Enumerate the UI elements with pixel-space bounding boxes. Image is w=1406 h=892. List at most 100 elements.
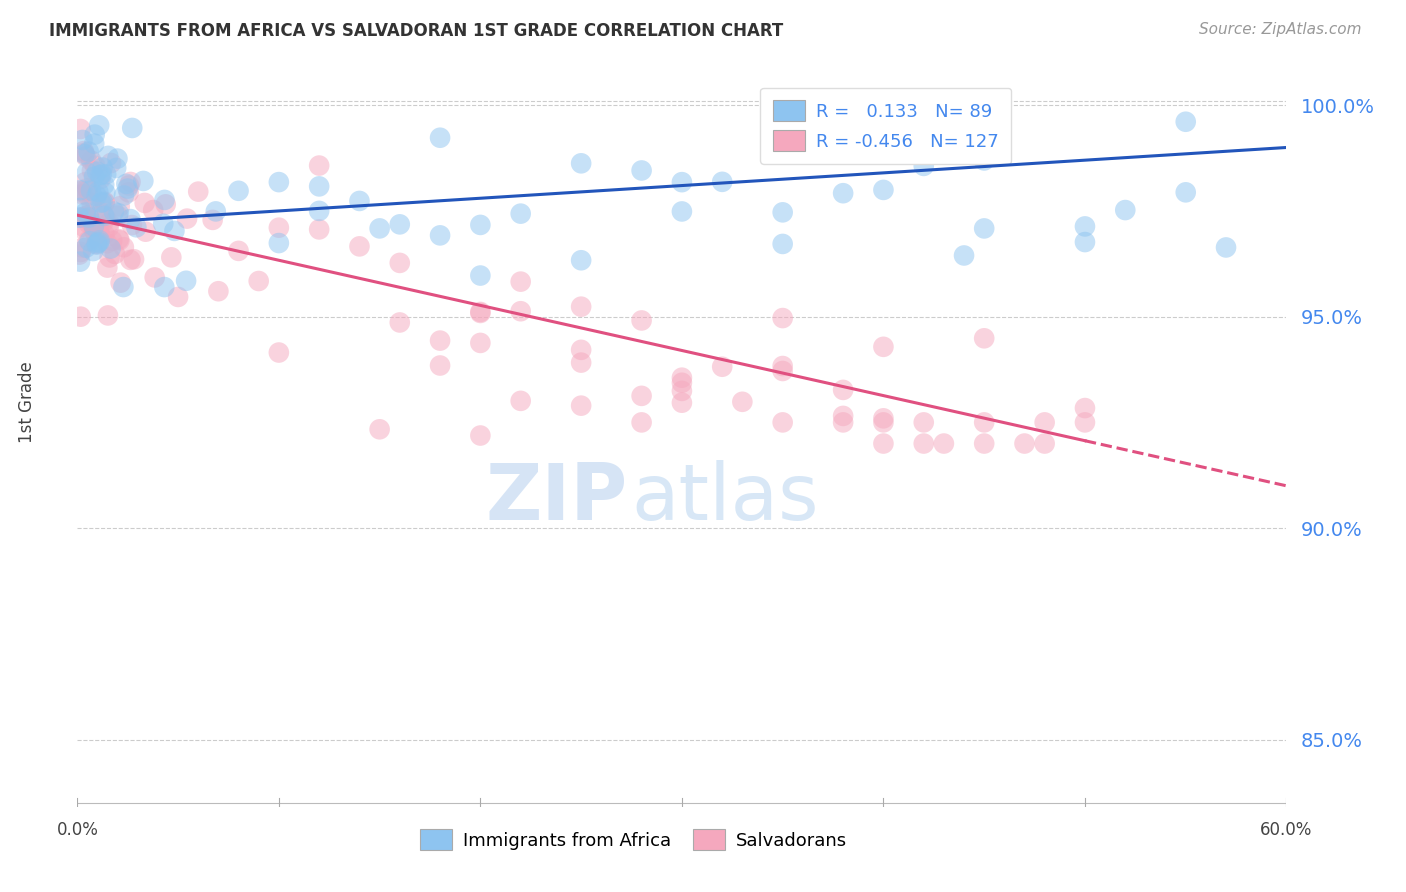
Point	[77, 217, 100, 231]
Text: 60.0%: 60.0%	[1260, 821, 1313, 838]
Point	[108, 233, 131, 247]
Point	[832, 409, 855, 423]
Point	[125, 220, 148, 235]
Point	[86, 237, 108, 252]
Point	[67, 220, 90, 235]
Point	[91, 194, 114, 209]
Point	[470, 268, 492, 283]
Point	[872, 411, 894, 425]
Point	[121, 120, 143, 135]
Point	[201, 213, 224, 227]
Point	[569, 300, 592, 314]
Point	[80, 153, 103, 168]
Text: Source: ZipAtlas.com: Source: ZipAtlas.com	[1198, 22, 1361, 37]
Point	[470, 335, 492, 350]
Point	[94, 211, 117, 225]
Point	[87, 226, 110, 240]
Point	[76, 165, 98, 179]
Point	[973, 416, 995, 430]
Point	[1174, 186, 1197, 200]
Point	[69, 184, 91, 198]
Point	[973, 221, 995, 235]
Point	[832, 416, 855, 430]
Point	[80, 163, 103, 178]
Point	[267, 345, 290, 359]
Point	[152, 217, 174, 231]
Point	[83, 136, 105, 151]
Point	[80, 184, 103, 198]
Point	[711, 359, 734, 374]
Point	[872, 138, 894, 153]
Point	[120, 212, 142, 227]
Point	[671, 376, 693, 390]
Point	[76, 181, 98, 195]
Point	[96, 260, 118, 275]
Point	[132, 174, 155, 188]
Point	[72, 144, 94, 158]
Point	[107, 152, 129, 166]
Point	[89, 233, 111, 247]
Point	[105, 161, 128, 175]
Point	[69, 254, 91, 268]
Point	[70, 187, 93, 202]
Point	[509, 393, 531, 408]
Point	[349, 194, 371, 208]
Point	[76, 188, 98, 202]
Point	[772, 236, 794, 251]
Point	[429, 228, 451, 243]
Point	[1074, 219, 1097, 234]
Point	[388, 218, 411, 232]
Point	[388, 316, 411, 330]
Point	[569, 343, 592, 357]
Point	[90, 205, 112, 219]
Point	[69, 183, 91, 197]
Point	[83, 192, 105, 206]
Point	[90, 167, 112, 181]
Point	[93, 227, 115, 242]
Point	[96, 236, 118, 251]
Point	[509, 304, 531, 318]
Point	[429, 334, 451, 348]
Point	[77, 234, 100, 248]
Point	[69, 122, 91, 136]
Point	[872, 183, 894, 197]
Point	[872, 416, 894, 430]
Point	[100, 156, 122, 170]
Point	[93, 194, 115, 209]
Point	[1074, 235, 1097, 249]
Point	[973, 436, 995, 450]
Point	[69, 310, 91, 324]
Point	[932, 436, 955, 450]
Point	[368, 221, 391, 235]
Point	[110, 276, 132, 290]
Point	[107, 209, 129, 223]
Point	[155, 197, 177, 211]
Point	[120, 252, 142, 267]
Point	[104, 247, 127, 261]
Point	[711, 175, 734, 189]
Point	[84, 159, 107, 173]
Point	[470, 306, 492, 320]
Point	[107, 206, 129, 220]
Point	[75, 241, 97, 255]
Point	[108, 199, 131, 213]
Point	[1215, 240, 1237, 254]
Point	[89, 118, 111, 132]
Point	[163, 224, 186, 238]
Point	[86, 165, 108, 179]
Point	[1074, 416, 1097, 430]
Point	[103, 204, 125, 219]
Point	[912, 159, 935, 173]
Point	[72, 133, 94, 147]
Point	[731, 394, 754, 409]
Point	[308, 222, 330, 236]
Point	[98, 216, 121, 230]
Point	[97, 149, 120, 163]
Point	[569, 253, 592, 268]
Point	[569, 156, 592, 170]
Point	[267, 220, 290, 235]
Point	[630, 416, 652, 430]
Point	[630, 389, 652, 403]
Point	[509, 275, 531, 289]
Point	[75, 149, 97, 163]
